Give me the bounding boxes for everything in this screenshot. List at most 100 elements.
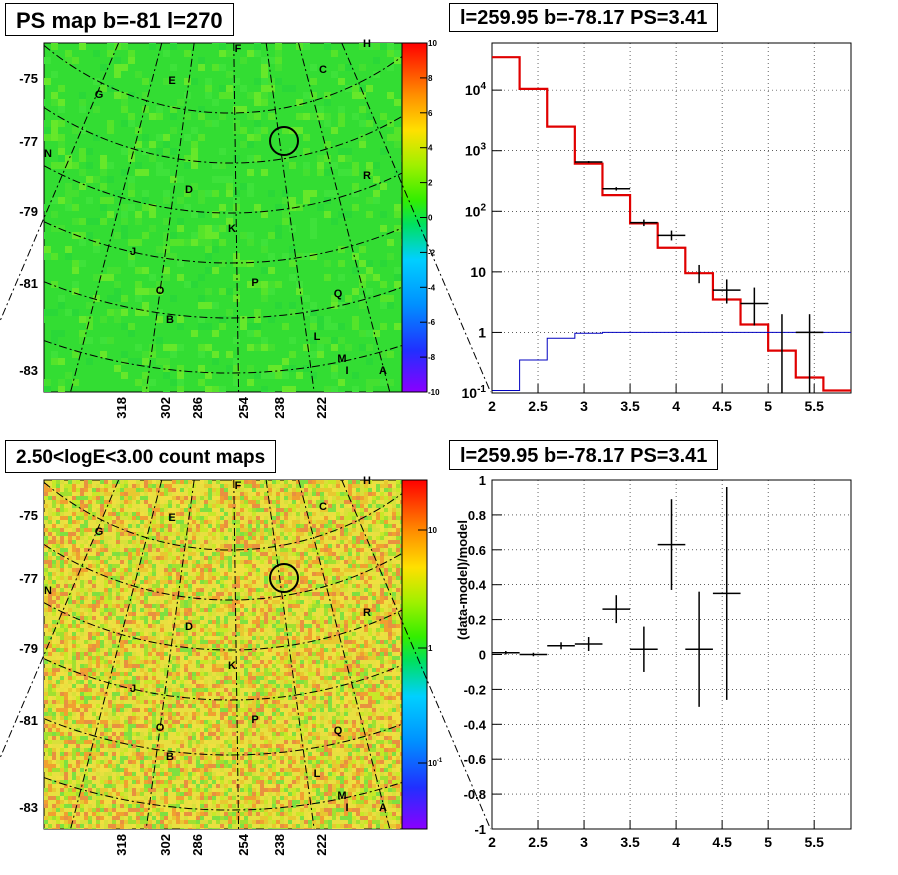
map-pixel xyxy=(317,113,324,120)
map-pixel xyxy=(340,592,344,596)
map-pixel xyxy=(338,155,345,162)
map-pixel xyxy=(176,580,180,584)
map-pixel xyxy=(394,134,401,141)
map-pixel xyxy=(396,600,400,604)
map-pixel xyxy=(180,512,184,516)
map-pixel xyxy=(232,544,236,548)
map-pixel xyxy=(184,524,188,528)
map-pixel xyxy=(148,480,152,484)
map-pixel xyxy=(200,700,204,704)
map-pixel xyxy=(104,632,108,636)
map-pixel xyxy=(48,648,52,652)
map-pixel xyxy=(312,660,316,664)
map-pixel xyxy=(164,508,168,512)
map-pixel xyxy=(132,532,136,536)
map-pixel xyxy=(148,608,152,612)
map-pixel xyxy=(68,504,72,508)
map-pixel xyxy=(156,500,160,504)
map-pixel xyxy=(340,508,344,512)
map-pixel xyxy=(280,552,284,556)
map-pixel xyxy=(312,592,316,596)
map-pixel xyxy=(216,524,220,528)
map-pixel xyxy=(51,358,58,365)
map-pixel xyxy=(168,508,172,512)
map-pixel xyxy=(276,580,280,584)
map-pixel xyxy=(268,620,272,624)
map-pixel xyxy=(51,225,58,232)
map-pixel xyxy=(261,344,268,351)
map-pixel xyxy=(384,588,388,592)
map-pixel xyxy=(84,544,88,548)
map-pixel xyxy=(232,588,236,592)
map-pixel xyxy=(400,516,402,520)
map-pixel xyxy=(58,225,65,232)
map-pixel xyxy=(336,532,340,536)
map-pixel xyxy=(348,640,352,644)
map-pixel xyxy=(364,596,368,600)
map-pixel xyxy=(136,480,140,484)
map-pixel xyxy=(276,504,280,508)
map-pixel xyxy=(394,274,401,281)
map-pixel xyxy=(247,169,254,176)
map-pixel xyxy=(208,532,212,536)
map-pixel xyxy=(247,141,254,148)
map-pixel xyxy=(60,500,64,504)
map-pixel xyxy=(160,552,164,556)
map-pixel xyxy=(184,620,188,624)
map-pixel xyxy=(317,162,324,169)
map-pixel xyxy=(148,536,152,540)
map-pixel xyxy=(184,113,191,120)
map-pixel xyxy=(344,500,348,504)
map-pixel xyxy=(272,556,276,560)
map-pixel xyxy=(64,668,68,672)
map-pixel xyxy=(232,692,236,696)
map-grid-meridian xyxy=(233,42,240,393)
map-pixel xyxy=(384,596,388,600)
map-pixel xyxy=(216,620,220,624)
map-pixel xyxy=(72,584,76,588)
map-pixel xyxy=(60,696,64,700)
map-pixel xyxy=(58,386,65,392)
map-pixel xyxy=(348,532,352,536)
map-pixel xyxy=(68,660,72,664)
map-pixel xyxy=(396,668,400,672)
map-pixel xyxy=(56,524,60,528)
map-pixel xyxy=(116,684,120,688)
map-pixel xyxy=(92,528,96,532)
map-pixel xyxy=(380,560,384,564)
map-pixel xyxy=(104,592,108,596)
map-pixel xyxy=(332,652,336,656)
map-pixel xyxy=(136,684,140,688)
map-pixel xyxy=(205,85,212,92)
map-pixel xyxy=(112,692,116,696)
map-pixel xyxy=(100,548,104,552)
map-pixel xyxy=(152,480,156,484)
map-pixel xyxy=(184,204,191,211)
map-pixel xyxy=(310,372,317,379)
map-pixel xyxy=(372,504,376,508)
map-pixel xyxy=(160,648,164,652)
map-pixel xyxy=(72,492,76,496)
map-pixel xyxy=(380,512,384,516)
map-pixel xyxy=(310,218,317,225)
map-pixel xyxy=(208,628,212,632)
map-pixel xyxy=(316,544,320,548)
map-pixel xyxy=(84,524,88,528)
map-pixel xyxy=(176,692,180,696)
map-pixel xyxy=(172,612,176,616)
map-pixel xyxy=(176,684,180,688)
map-pixel xyxy=(300,580,304,584)
map-pixel xyxy=(93,211,100,218)
map-pixel xyxy=(152,588,156,592)
map-pixel xyxy=(348,568,352,572)
map-pixel xyxy=(216,656,220,660)
map-pixel xyxy=(400,612,402,616)
map-pixel xyxy=(56,696,60,700)
map-pixel xyxy=(135,162,142,169)
map-pixel xyxy=(376,520,380,524)
map-pixel xyxy=(220,564,224,568)
map-pixel xyxy=(376,700,380,704)
map-pixel xyxy=(44,596,48,600)
map-pixel xyxy=(264,520,268,524)
map-pixel xyxy=(184,480,188,484)
